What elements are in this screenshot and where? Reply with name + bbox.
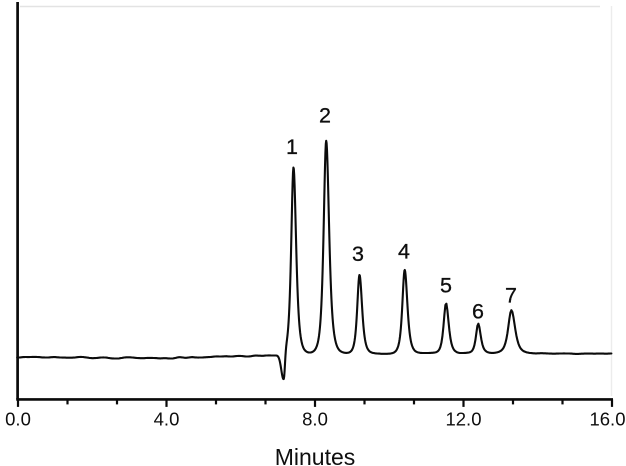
svg-text:3: 3 — [352, 242, 364, 266]
svg-text:6: 6 — [472, 300, 484, 324]
svg-text:16.0: 16.0 — [589, 409, 625, 430]
svg-text:1: 1 — [286, 135, 298, 159]
svg-text:4: 4 — [398, 240, 410, 264]
svg-text:12.0: 12.0 — [445, 409, 481, 430]
svg-text:Minutes: Minutes — [275, 444, 356, 466]
svg-text:8.0: 8.0 — [302, 409, 328, 430]
svg-text:7: 7 — [505, 284, 517, 308]
svg-text:0.0: 0.0 — [5, 409, 31, 430]
svg-text:5: 5 — [440, 274, 452, 298]
svg-text:4.0: 4.0 — [154, 409, 180, 430]
svg-text:2: 2 — [319, 103, 331, 127]
